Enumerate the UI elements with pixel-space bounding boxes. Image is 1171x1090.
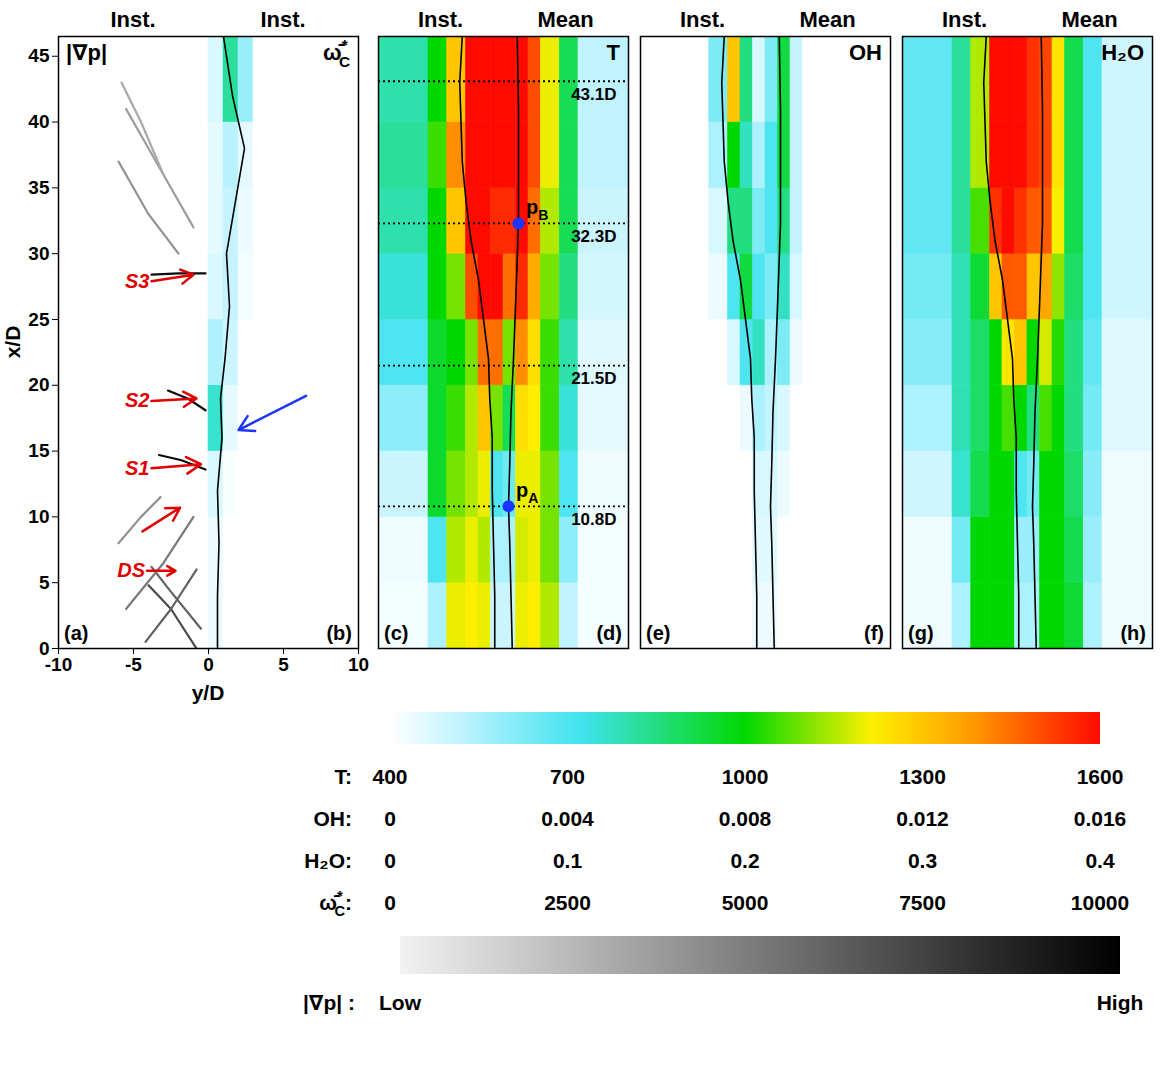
svg-text:5: 5 bbox=[39, 572, 50, 593]
svg-text:S3: S3 bbox=[125, 270, 149, 292]
svg-text:Low: Low bbox=[379, 991, 422, 1014]
svg-text:10000: 10000 bbox=[1071, 891, 1129, 914]
svg-text:Inst.: Inst. bbox=[110, 7, 155, 32]
svg-text:43.1D: 43.1D bbox=[571, 85, 616, 104]
svg-text:35: 35 bbox=[28, 177, 50, 198]
svg-text:30: 30 bbox=[28, 243, 49, 264]
svg-text:(e): (e) bbox=[646, 622, 670, 644]
svg-text:25: 25 bbox=[28, 309, 50, 330]
svg-text:Inst.: Inst. bbox=[680, 7, 725, 32]
svg-text:DS: DS bbox=[117, 559, 145, 581]
svg-text:0: 0 bbox=[384, 891, 396, 914]
svg-text:pB: pB bbox=[526, 196, 548, 223]
svg-text:H₂O:: H₂O: bbox=[304, 849, 352, 872]
svg-text:(d): (d) bbox=[596, 622, 622, 644]
svg-text:0: 0 bbox=[203, 654, 214, 675]
svg-text:10: 10 bbox=[28, 506, 49, 527]
svg-text:15: 15 bbox=[28, 440, 50, 461]
svg-text:x/D: x/D bbox=[1, 326, 24, 359]
svg-text:0.2: 0.2 bbox=[730, 849, 759, 872]
svg-text:20: 20 bbox=[28, 374, 49, 395]
svg-text:(g): (g) bbox=[908, 622, 934, 644]
svg-text:pA: pA bbox=[516, 479, 538, 506]
svg-text:Mean: Mean bbox=[1061, 7, 1117, 32]
svg-text:S1: S1 bbox=[125, 457, 149, 479]
svg-text:1000: 1000 bbox=[722, 765, 769, 788]
svg-text:T:: T: bbox=[335, 765, 353, 788]
svg-text:y/D: y/D bbox=[192, 681, 225, 704]
svg-text:21.5D: 21.5D bbox=[571, 369, 616, 388]
svg-text:2500: 2500 bbox=[544, 891, 591, 914]
svg-text:S2: S2 bbox=[125, 389, 149, 411]
svg-text:ω̄̇*C:: ω̄̇*C: bbox=[319, 888, 352, 920]
svg-text:(h): (h) bbox=[1120, 622, 1146, 644]
svg-text:|∇p|: |∇p| bbox=[66, 40, 107, 65]
svg-text:0: 0 bbox=[384, 807, 396, 830]
svg-text:1300: 1300 bbox=[899, 765, 946, 788]
svg-text:0.1: 0.1 bbox=[553, 849, 583, 872]
svg-text:0.012: 0.012 bbox=[896, 807, 949, 830]
svg-text:ω̄̇*C: ω̄̇*C bbox=[323, 36, 350, 70]
svg-text:(a): (a) bbox=[64, 622, 88, 644]
svg-text:700: 700 bbox=[550, 765, 585, 788]
svg-text:(f): (f) bbox=[864, 622, 884, 644]
svg-text:Inst.: Inst. bbox=[260, 7, 305, 32]
svg-text:0.3: 0.3 bbox=[908, 849, 937, 872]
svg-text:H₂O: H₂O bbox=[1101, 40, 1144, 65]
svg-text:7500: 7500 bbox=[899, 891, 946, 914]
svg-text:400: 400 bbox=[372, 765, 407, 788]
svg-text:Inst.: Inst. bbox=[942, 7, 987, 32]
svg-text:0.4: 0.4 bbox=[1085, 849, 1115, 872]
svg-text:(c): (c) bbox=[384, 622, 408, 644]
svg-text:5000: 5000 bbox=[722, 891, 769, 914]
svg-text:(b): (b) bbox=[326, 622, 352, 644]
svg-text:40: 40 bbox=[28, 111, 49, 132]
svg-text:T: T bbox=[607, 40, 621, 65]
svg-text:10.8D: 10.8D bbox=[571, 510, 616, 529]
svg-text:|∇p| :: |∇p| : bbox=[303, 991, 355, 1014]
svg-text:OH:: OH: bbox=[314, 807, 353, 830]
svg-text:32.3D: 32.3D bbox=[571, 227, 616, 246]
svg-text:0.016: 0.016 bbox=[1074, 807, 1127, 830]
svg-text:10: 10 bbox=[348, 654, 369, 675]
svg-text:-5: -5 bbox=[125, 654, 142, 675]
svg-text:-10: -10 bbox=[45, 654, 72, 675]
svg-text:Inst.: Inst. bbox=[418, 7, 463, 32]
svg-text:5: 5 bbox=[278, 654, 289, 675]
svg-text:OH: OH bbox=[849, 40, 882, 65]
svg-text:Mean: Mean bbox=[799, 7, 855, 32]
svg-text:0.008: 0.008 bbox=[719, 807, 772, 830]
svg-text:0: 0 bbox=[38, 637, 50, 659]
svg-text:Mean: Mean bbox=[537, 7, 593, 32]
svg-text:45: 45 bbox=[28, 45, 50, 66]
svg-text:1600: 1600 bbox=[1077, 765, 1124, 788]
svg-text:0.004: 0.004 bbox=[541, 807, 594, 830]
svg-text:0: 0 bbox=[384, 849, 396, 872]
svg-text:High: High bbox=[1097, 991, 1144, 1014]
